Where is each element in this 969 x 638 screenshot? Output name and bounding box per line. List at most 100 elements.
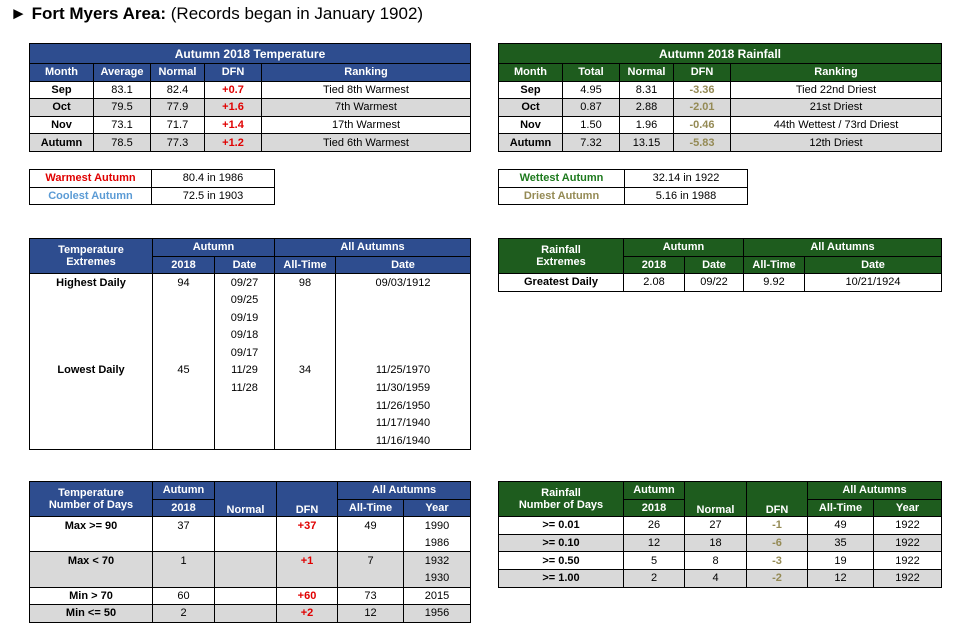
column-header: 2018 — [623, 255, 685, 275]
date-cell: 09/18 — [213, 326, 276, 345]
header-line: Rainfall — [541, 244, 581, 257]
normal-cell — [214, 587, 277, 606]
all-autumns-header: All Autumns — [337, 481, 471, 500]
all-autumns-header: All Autumns — [807, 481, 942, 500]
column-header: DFN — [204, 63, 262, 82]
wettest-autumn-label: Wettest Autumn — [498, 169, 625, 188]
rainfall-days-table: Rainfall Number of Days Autumn Normal DF… — [498, 480, 942, 588]
month-cell: Nov — [29, 115, 94, 135]
wettest-autumn-value: 32.14 in 1922 — [624, 169, 748, 188]
dfn-cell: +1.6 — [204, 98, 262, 117]
ranking-cell: Tied 6th Warmest — [261, 133, 471, 152]
normal-cell: 27 — [684, 516, 747, 535]
value-cell: 2 — [623, 569, 685, 588]
temperature-extremes-table: Temperature Extremes Autumn All Autumns … — [29, 237, 471, 451]
date-cell: 09/25 — [213, 291, 276, 309]
alltime-cell: 73 — [337, 587, 404, 606]
header-line: Extremes — [66, 256, 116, 269]
date-cell: 11/28 — [213, 379, 276, 397]
ranking-cell: 7th Warmest — [261, 98, 471, 117]
year-cell: 1922 — [873, 569, 942, 588]
row-label: >= 1.00 — [498, 569, 624, 588]
header-line: Number of Days — [48, 499, 134, 512]
table-row: Autumn 7.32 13.15 -5.83 12th Driest — [498, 133, 942, 152]
date-cell: 11/17/1940 — [335, 414, 471, 433]
table-row: Max < 70 1 +1 7 1932 — [29, 551, 471, 570]
table-row: Wettest Autumn 32.14 in 1922 — [498, 169, 748, 188]
column-header: Year — [873, 498, 942, 518]
normal-cell: 82.4 — [150, 80, 205, 100]
month-cell: Autumn — [498, 133, 563, 152]
total-cell: 7.32 — [562, 133, 620, 152]
temperature-records-table: Warmest Autumn 80.4 in 1986 Coolest Autu… — [29, 169, 275, 206]
month-cell: Autumn — [29, 133, 94, 152]
row-label: >= 0.50 — [498, 551, 624, 570]
alltime-cell: 35 — [807, 534, 874, 553]
date-cell: 11/30/1959 — [335, 379, 471, 397]
column-header: All-Time — [337, 498, 404, 518]
year-cell: 1922 — [873, 516, 942, 535]
value-cell: 5 — [623, 551, 685, 570]
year-cell: 1922 — [873, 551, 942, 570]
table-row: Driest Autumn 5.16 in 1988 — [498, 186, 748, 206]
table-row: Max >= 90 37 +37 49 1990 — [29, 516, 471, 535]
dfn-cell: -1 — [746, 516, 808, 535]
autumn-header: Autumn — [622, 238, 745, 257]
days-header: Rainfall Number of Days — [498, 480, 624, 518]
table-row: Autumn 78.5 77.3 +1.2 Tied 6th Warmest — [29, 133, 471, 152]
column-header: Date — [683, 255, 745, 275]
month-cell: Sep — [29, 80, 94, 100]
driest-autumn-value: 5.16 in 1988 — [624, 186, 748, 206]
dfn-cell: +2 — [276, 604, 338, 623]
table-row: >= 1.00 2 4 -2 12 1922 — [498, 569, 942, 588]
dfn-cell: -3 — [746, 551, 808, 570]
row-label: Min > 70 — [29, 587, 153, 606]
highest-daily-value: 94 — [152, 273, 215, 292]
table-row: Sep 83.1 82.4 +0.7 Tied 8th Warmest — [29, 80, 471, 100]
month-cell: Oct — [498, 98, 563, 117]
table-row: >= 0.50 5 8 -3 19 1922 — [498, 551, 942, 570]
greatest-daily-label: Greatest Daily — [498, 273, 624, 292]
ranking-cell: 12th Driest — [730, 133, 942, 152]
dfn-cell: -0.46 — [673, 115, 731, 135]
warmest-autumn-label: Warmest Autumn — [29, 169, 152, 188]
table-row: >= 0.01 26 27 -1 49 1922 — [498, 516, 942, 535]
dfn-cell: +1.4 — [204, 115, 262, 135]
dfn-cell: -2 — [746, 569, 808, 588]
table-row: Min > 70 60 +60 73 2015 — [29, 587, 471, 606]
alltime-cell: 49 — [337, 516, 404, 535]
alltime-cell: 9.92 — [743, 273, 806, 292]
column-header: All-Time — [743, 255, 806, 275]
header-line: Temperature — [58, 487, 124, 500]
table-row: Sep 4.95 8.31 -3.36 Tied 22nd Driest — [498, 80, 942, 100]
ranking-cell: Tied 22nd Driest — [730, 80, 942, 100]
date-cell: 10/21/1924 — [804, 273, 942, 292]
highest-daily-label: Highest Daily — [29, 273, 153, 292]
alltime-cell: 98 — [274, 273, 337, 292]
date-cell: 11/16/1940 — [335, 432, 471, 451]
dfn-cell: +0.7 — [204, 80, 262, 100]
warmest-autumn-value: 80.4 in 1986 — [151, 169, 275, 188]
autumn-header: Autumn — [152, 481, 215, 500]
table-row: Highest Daily 94 09/27 98 09/03/1912 — [29, 273, 471, 292]
table-title: Autumn 2018 Rainfall — [498, 43, 942, 64]
column-header: Normal — [619, 63, 674, 82]
rainfall-records-table: Wettest Autumn 32.14 in 1922 Driest Autu… — [498, 169, 748, 206]
normal-cell: 1.96 — [619, 115, 674, 135]
ranking-cell: 44th Wettest / 73rd Driest — [730, 115, 942, 135]
month-cell: Sep — [498, 80, 563, 100]
column-header: 2018 — [152, 255, 215, 275]
column-header: DFN — [276, 480, 338, 518]
header-line: Rainfall — [541, 487, 581, 500]
normal-cell: 4 — [684, 569, 747, 588]
arrow-icon: ► — [10, 4, 27, 23]
normal-cell: 2.88 — [619, 98, 674, 117]
column-header: Normal — [150, 63, 205, 82]
column-header: Date — [213, 255, 276, 275]
value-cell: 26 — [623, 516, 685, 535]
normal-cell: 13.15 — [619, 133, 674, 152]
alltime-cell: 49 — [807, 516, 874, 535]
date-cell: 11/25/1970 — [335, 361, 471, 380]
dfn-cell: +60 — [276, 587, 338, 606]
average-cell: 79.5 — [93, 98, 151, 117]
